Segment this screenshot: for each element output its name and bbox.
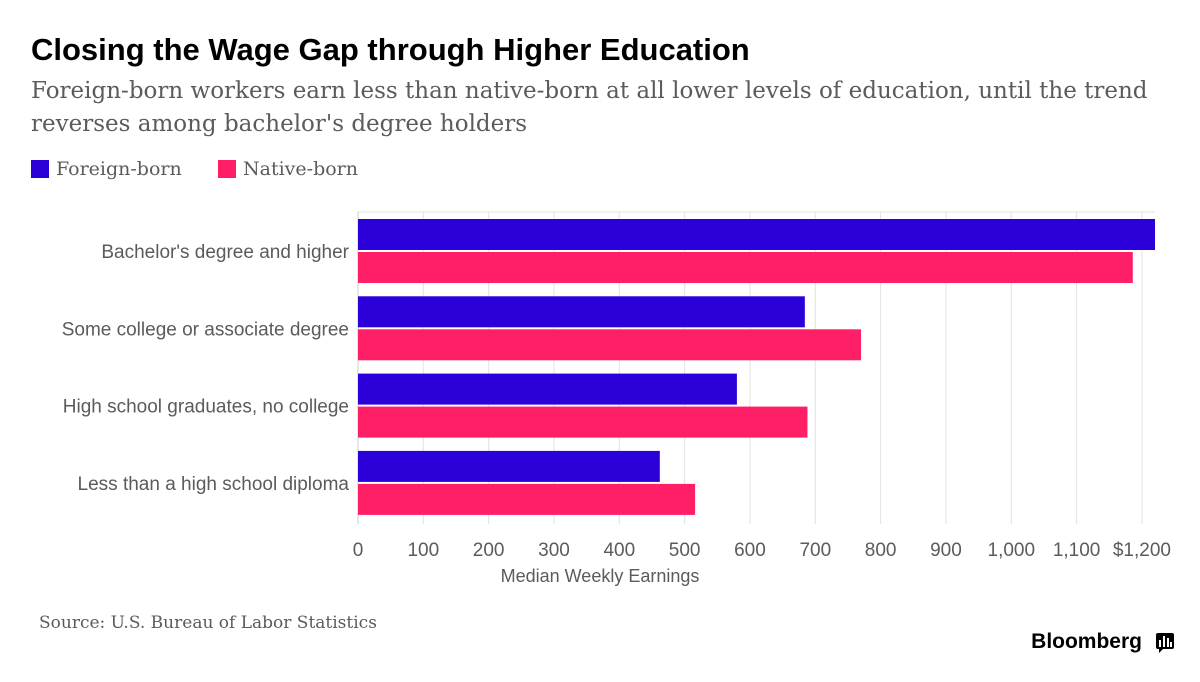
- x-tick-label-200: 200: [473, 540, 505, 561]
- x-axis-title: Median Weekly Earnings: [501, 566, 700, 586]
- legend-label-native-born: Native-born: [243, 158, 358, 180]
- x-tick-label-0: 0: [353, 540, 364, 561]
- x-tick-label-500: 500: [669, 540, 701, 561]
- category-label-2: High school graduates, no college: [63, 397, 349, 418]
- x-tick-label-900: 900: [930, 540, 962, 561]
- x-tick-label-400: 400: [603, 540, 635, 561]
- bar-foreign-born-2: [358, 373, 737, 405]
- x-tick-label-1100: 1,100: [1053, 540, 1101, 561]
- bloomberg-logo: Bloomberg: [1031, 630, 1142, 653]
- chart-subtitle: Foreign-born workers earn less than nati…: [31, 78, 1148, 137]
- source-note: Source: U.S. Bureau of Labor Statistics: [39, 613, 377, 633]
- x-tick-label-800: 800: [865, 540, 897, 561]
- x-tick-label-600: 600: [734, 540, 766, 561]
- x-tick-label-700: 700: [799, 540, 831, 561]
- category-label-1: Some college or associate degree: [62, 319, 349, 340]
- legend-swatch-native-born: [218, 160, 236, 178]
- legend-swatch-foreign-born: [31, 160, 49, 178]
- bar-native-born-1: [358, 329, 862, 361]
- bloomberg-chart-icon: [1156, 633, 1174, 653]
- x-tick-label-1200: $1,200: [1113, 540, 1171, 561]
- bar-native-born-2: [358, 406, 808, 438]
- x-tick-label-100: 100: [407, 540, 439, 561]
- category-label-0: Bachelor's degree and higher: [101, 242, 349, 263]
- legend-label-foreign-born: Foreign-born: [56, 158, 182, 180]
- bar-foreign-born-1: [358, 296, 805, 328]
- x-tick-label-1000: 1,000: [988, 540, 1036, 561]
- bar-foreign-born-0: [358, 219, 1155, 250]
- bar-native-born-0: [358, 252, 1133, 283]
- chart-title: Closing the Wage Gap through Higher Educ…: [31, 32, 750, 67]
- bar-foreign-born-3: [358, 450, 660, 482]
- x-tick-label-300: 300: [538, 540, 570, 561]
- category-label-3: Less than a high school diploma: [78, 474, 350, 495]
- bar-native-born-3: [358, 483, 696, 515]
